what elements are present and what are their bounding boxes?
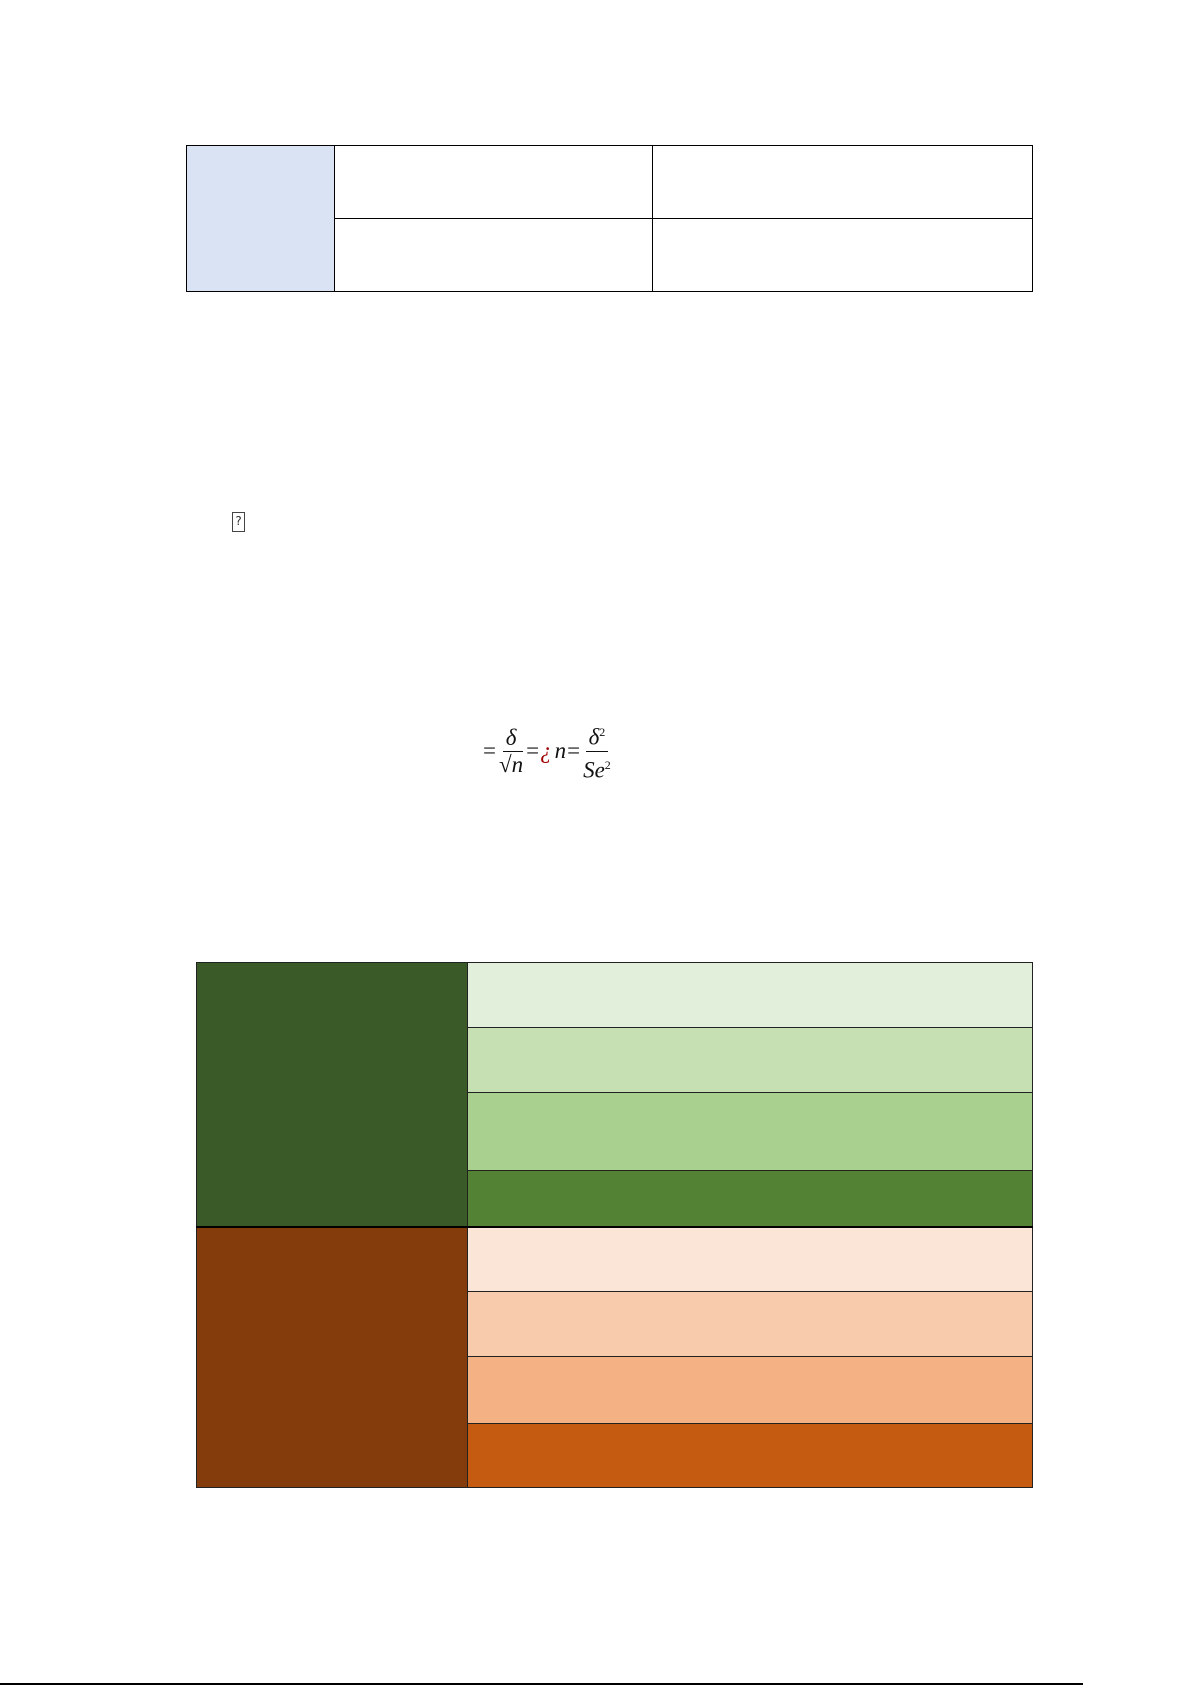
table-row: [467, 1092, 1033, 1171]
exponent: 2: [599, 724, 606, 739]
formula-fraction-2: δ2 Se2: [583, 719, 611, 783]
fraction-denominator: Se2: [583, 752, 611, 784]
fraction-numerator: δ2: [585, 719, 609, 752]
table-cell: [334, 145, 653, 219]
sqrt-variable: n: [511, 750, 524, 777]
denominator-symbol: Se: [583, 757, 605, 783]
numerator-symbol: δ: [588, 724, 600, 750]
table-row: [467, 1170, 1033, 1228]
table-row: [467, 1027, 1033, 1093]
formula-variable: n: [554, 738, 567, 763]
color-table: [196, 962, 1033, 1488]
exponent: 2: [604, 757, 611, 772]
fraction-denominator: √n: [498, 750, 524, 778]
footer-rule: [0, 1683, 1083, 1685]
table-row: [467, 1291, 1033, 1357]
table-row: [467, 1356, 1033, 1424]
formula-fraction-1: δ √n: [498, 725, 524, 778]
table-row: [467, 1423, 1033, 1488]
group-label-cell-brown: [196, 1226, 468, 1488]
sqrt-symbol: √: [498, 751, 512, 777]
table-row: [467, 962, 1033, 1028]
formula-unknown-char: ¿: [540, 738, 552, 763]
missing-image-icon: ?: [232, 512, 245, 532]
formula-equals: =: [526, 738, 540, 763]
table-row: [467, 1226, 1033, 1292]
formula: = δ √n = ¿ n = δ2 Se2: [482, 716, 613, 786]
top-table: [186, 145, 1033, 292]
formula-equals: =: [567, 738, 581, 763]
formula-equals: =: [483, 738, 496, 763]
header-cell: [186, 145, 335, 292]
fraction-numerator: δ: [502, 725, 520, 752]
table-cell: [334, 218, 653, 292]
table-cell: [652, 145, 1033, 219]
group-label-cell-green: [196, 962, 468, 1228]
table-cell: [652, 218, 1033, 292]
